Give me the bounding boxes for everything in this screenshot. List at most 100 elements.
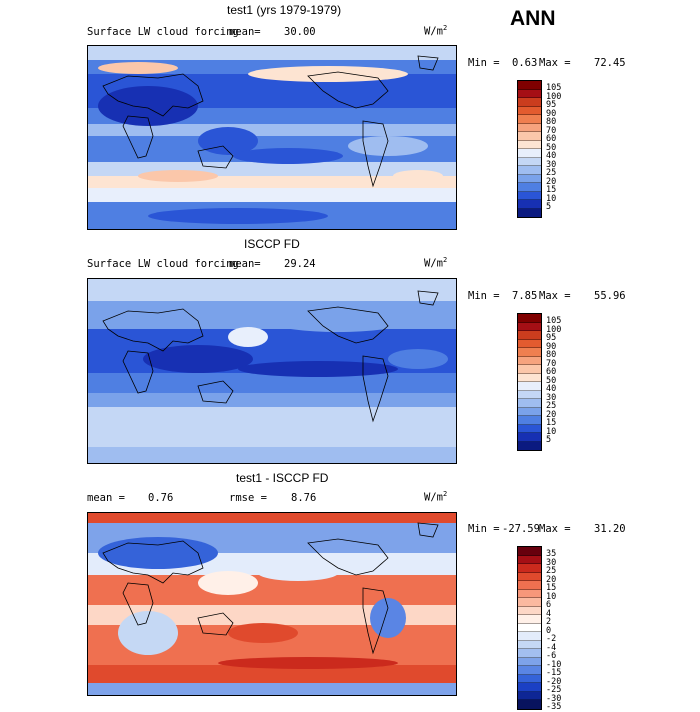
colorbar-swatch [518,157,541,166]
panel3-units: W/m2 [424,490,448,504]
colorbar-swatch [518,640,541,649]
colorbar-level-label: 100 [546,324,562,335]
colorbar-swatch [518,339,541,348]
colorbar-swatch [518,606,541,615]
colorbar-level-label: 20 [546,574,557,585]
colorbar-level-label: -2 [546,634,557,644]
colorbar-level-label: 90 [546,108,557,119]
colorbar-level-label: 20 [546,176,557,187]
colorbar-swatch [518,657,541,666]
panel1-mean-value: 30.00 [284,26,316,38]
colorbar-level-label: 10 [546,193,557,204]
colorbar-level-label: 15 [546,583,557,593]
colorbar-swatch [518,683,541,692]
colorbar-swatch [518,424,541,433]
colorbar-level-label: 60 [546,367,557,377]
colorbar-swatch [518,356,541,365]
colorbar-level-label: -20 [546,676,562,687]
colorbar-swatch [518,691,541,700]
colorbar-level-label: -15 [546,668,562,678]
colorbar-swatch [518,390,541,399]
colorbar-level-label: 70 [546,358,557,369]
colorbar-swatch [518,183,541,192]
colorbar-level-label: 80 [546,117,557,127]
colorbar-swatch [518,674,541,683]
colorbar-swatch [518,106,541,115]
panel1-colorbar-labels: 105 100 95 90 80 70 60 50 40 30 25 20 15 10 5 [546,84,561,212]
colorbar-swatch [518,598,541,607]
colorbar-swatch [518,700,541,709]
colorbar-level-label: 100 [546,91,562,102]
colorbar-swatch [518,649,541,658]
colorbar-swatch [518,589,541,598]
colorbar-level-label: 5 [546,435,552,445]
panel2-colorbar-labels: 105 100 95 90 80 70 60 50 40 30 25 20 15 10 5 [546,317,561,445]
colorbar-level-label: -30 [546,693,562,704]
colorbar-level-label: 90 [546,341,557,352]
colorbar-level-label: 50 [546,375,557,386]
colorbar-level-label: 60 [546,134,557,144]
colorbar-swatch [518,89,541,98]
panel1-variable: Surface LW cloud forcing [87,26,239,38]
colorbar-level-label: -35 [546,702,562,712]
colorbar-swatch [518,433,541,442]
colorbar-level-label: 15 [546,418,557,428]
season-label: ANN [510,7,556,30]
colorbar-level-label: 80 [546,350,557,360]
colorbar-level-label: 30 [546,159,557,170]
colorbar-swatch [518,572,541,581]
panel1-min-value: 0.63 [512,57,538,69]
panel2-units: W/m2 [424,256,448,270]
panel1-units: W/m2 [424,24,448,38]
colorbar-swatch [518,581,541,590]
panel1-max-label: Max = [539,57,571,69]
colorbar-swatch [518,407,541,416]
panel2-mean-value: 29.24 [284,258,316,270]
colorbar-swatch [518,416,541,425]
colorbar-swatch [518,115,541,124]
colorbar-level-label: 40 [546,151,557,161]
panel3-min-value: -27.59 [502,523,540,535]
colorbar-swatch [518,132,541,141]
colorbar-level-label: 35 [546,549,557,559]
panel3-colorbar [517,546,542,710]
panel3-min-label: Min = [468,523,500,535]
colorbar-swatch [518,348,541,357]
colorbar-level-label: -6 [546,651,557,661]
colorbar-swatch [518,174,541,183]
panel1-min-label: Min = [468,57,500,69]
panel3-rmse-label: rmse = [229,492,267,504]
colorbar-level-label: 40 [546,384,557,394]
colorbar-swatch [518,615,541,624]
colorbar-swatch [518,149,541,158]
panel2-colorbar [517,313,542,451]
colorbar-swatch [518,555,541,564]
colorbar-level-label: 15 [546,185,557,195]
colorbar-swatch [518,81,541,90]
colorbar-level-label: 95 [546,333,557,343]
colorbar-level-label: 5 [546,202,552,212]
colorbar-swatch [518,98,541,107]
panel3-rmse-value: 8.76 [291,492,317,504]
panel3-mean-value: 0.76 [148,492,174,504]
colorbar-level-label: 0 [546,625,552,636]
colorbar-level-label: 25 [546,401,557,411]
panel2-mean-label: mean= [229,258,261,270]
colorbar-swatch [518,382,541,391]
panel2-min-value: 7.85 [512,290,538,302]
panel2-max-label: Max = [539,290,571,302]
panel2-max-value: 55.96 [594,290,626,302]
colorbar-swatch [518,399,541,408]
colorbar-swatch [518,632,541,641]
colorbar-level-label: 2 [546,617,552,627]
colorbar-swatch [518,441,541,450]
colorbar-swatch [518,365,541,374]
colorbar-level-label: 10 [546,591,557,602]
colorbar-level-label: 30 [546,557,557,568]
colorbar-level-label: 4 [546,608,552,619]
colorbar-level-label: 10 [546,426,557,437]
panel2-title: ISCCP FD [244,237,300,251]
colorbar-level-label: 105 [546,316,562,326]
panel3-max-value: 31.20 [594,523,626,535]
colorbar-swatch [518,373,541,382]
